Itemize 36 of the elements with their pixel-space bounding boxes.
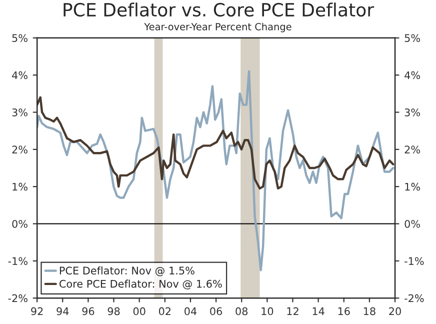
- y-tick-label: 4%: [12, 71, 28, 80]
- x-tick-label: 02: [158, 307, 170, 316]
- line-series: [37, 96, 394, 190]
- x-tick-label: 94: [56, 307, 69, 316]
- x-tick-label: 20: [389, 307, 401, 316]
- y2-tick-label: 3%: [404, 108, 420, 116]
- y-tick-label: 1%: [12, 182, 28, 191]
- x-tick-label: 96: [82, 307, 94, 316]
- x-tick-label: 16: [338, 307, 350, 316]
- x-tick-label: 08: [236, 307, 248, 316]
- y-tick-label: 2%: [12, 146, 28, 154]
- x-tick-label: 00: [133, 307, 146, 316]
- y2-tick-label: 4%: [404, 71, 420, 80]
- x-tick-label: 12: [287, 307, 298, 316]
- x-tick-label: 10: [262, 307, 274, 316]
- y-tick-label: 5%: [12, 34, 28, 42]
- legend-label: PCE Deflator: Nov @ 1.5%: [60, 266, 194, 276]
- x-tick-label: 98: [108, 307, 120, 316]
- y2-tick-label: 1%: [405, 182, 420, 191]
- x-tick-label: 18: [364, 307, 376, 316]
- x-tick-label: 14: [312, 307, 324, 316]
- y-tick-label: 3%: [12, 108, 28, 116]
- chart-subtitle: Year-over-Year Percent Change: [144, 22, 292, 32]
- legend-label: Core PCE Deflator: Nov @ 1.6%: [60, 280, 222, 290]
- chart-title: PCE Deflator vs. Core PCE Deflator: [64, 2, 374, 17]
- x-tick-label: 06: [210, 307, 222, 316]
- y2-tick-label: -2%: [404, 294, 424, 302]
- y-tick-label: -2%: [8, 294, 28, 302]
- y2-tick-label: 0%: [404, 220, 420, 228]
- y2-tick-label: 2%: [404, 146, 420, 154]
- y-tick-label: -1%: [8, 257, 28, 266]
- y-tick-label: 0%: [12, 220, 28, 228]
- y2-tick-label: -1%: [404, 257, 424, 266]
- y2-tick-label: 5%: [404, 34, 420, 42]
- x-tick-label: 92: [31, 307, 43, 316]
- x-tick-label: 04: [184, 307, 197, 316]
